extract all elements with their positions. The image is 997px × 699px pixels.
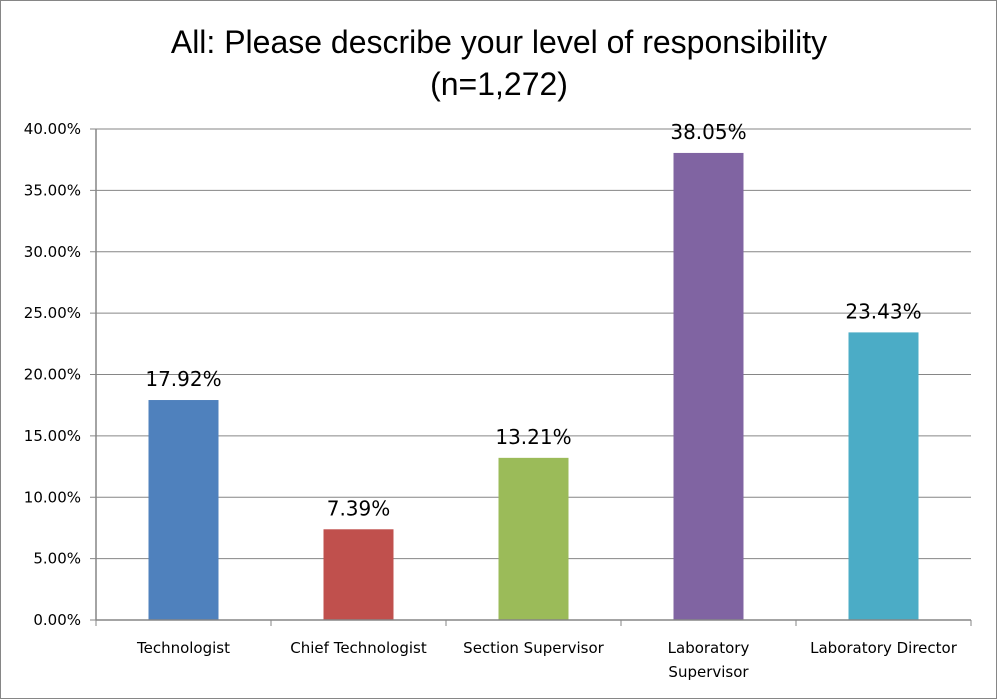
data-label: 13.21% <box>495 425 571 449</box>
bar <box>148 400 219 620</box>
category-label: Chief Technologist <box>290 639 427 657</box>
chart-title-line-2: (n=1,272) <box>430 66 568 102</box>
category-label: Technologist <box>136 639 230 657</box>
category-label: Section Supervisor <box>463 639 604 657</box>
bar <box>673 152 744 620</box>
bar <box>498 457 569 620</box>
y-tick-label: 15.00% <box>24 427 81 445</box>
bar <box>323 529 394 620</box>
y-tick-label: 35.00% <box>24 181 81 199</box>
data-label: 38.05% <box>670 120 746 144</box>
category-label: Laboratory <box>668 639 750 657</box>
data-label: 17.92% <box>145 367 221 391</box>
chart-title-line-1: All: Please describe your level of respo… <box>171 24 827 60</box>
y-tick-label: 20.00% <box>24 366 81 384</box>
y-tick-label: 25.00% <box>24 304 81 322</box>
bar <box>848 332 919 620</box>
data-label: 7.39% <box>327 496 391 520</box>
y-tick-label: 30.00% <box>24 243 81 261</box>
y-tick-label: 10.00% <box>24 488 81 506</box>
category-label: Supervisor <box>668 663 749 681</box>
category-label: Laboratory Director <box>810 639 958 657</box>
y-tick-label: 40.00% <box>24 120 81 138</box>
y-tick-label: 5.00% <box>33 550 81 568</box>
data-label: 23.43% <box>845 299 921 323</box>
y-tick-label: 0.00% <box>33 611 81 629</box>
